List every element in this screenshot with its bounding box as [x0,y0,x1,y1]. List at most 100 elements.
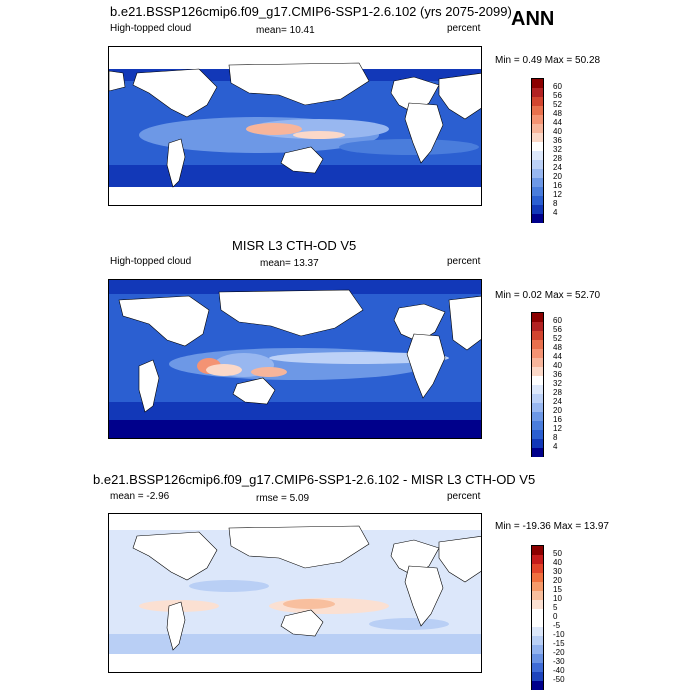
panel1-colorbar-label: 32 [553,145,562,154]
panel2-colorbar-swatch-6 [532,358,543,367]
panel1-colorbar-label: 28 [553,154,562,163]
panel1-colorbar-swatch-4 [532,106,543,115]
panel2-colorbar-swatch-2 [532,322,543,331]
panel1-colorbar-label: 52 [553,100,562,109]
season-label: ANN [511,8,555,30]
panel3-colorbar-label: -5 [553,621,561,630]
panel1-colorbar-swatch-10 [532,160,543,169]
panel2-colorbar-label: 28 [553,388,562,397]
panel1-minmax-label: Min = 0.49 Max = 50.28 [495,55,601,66]
panel1-colorbar-swatch-9 [532,151,543,160]
panel1-colorbar-swatch-16 [532,214,543,223]
panel3-colorbar-label: -40 [553,666,565,675]
panel1-map-svg [109,47,481,205]
panel3-minmax-label: Min = -19.36 Max = 13.97 [495,521,609,532]
panel3-colorbar-swatch-9 [532,618,543,627]
panel2-colorbar-swatch-5 [532,349,543,358]
panel2-colorbar-swatch-8 [532,376,543,385]
panel2-colorbar-label: 32 [553,379,562,388]
panel2-colorbar-label: 52 [553,334,562,343]
panel3-colorbar-swatch-2 [532,555,543,564]
panel2-colorbar-swatch-11 [532,403,543,412]
panel2-colorbar-swatch-7 [532,367,543,376]
panel1-colorbar [531,78,544,223]
panel3-colorbar-label: 40 [553,558,562,567]
panel2-colorbar-swatch-3 [532,331,543,340]
panel2-colorbar-label: 24 [553,397,562,406]
panel3-colorbar [531,545,544,690]
panel2-colorbar-label: 4 [553,442,558,451]
panel2-colorbar-label: 20 [553,406,562,415]
panel2-map-svg [109,280,481,438]
panel1-title: b.e21.BSSP126cmip6.f09_g17.CMIP6-SSP1-2.… [110,4,512,19]
panel3-map [108,513,482,673]
panel3-colorbar-swatch-13 [532,654,543,663]
panel1-colorbar-swatch-3 [532,97,543,106]
panel3-colorbar-swatch-12 [532,645,543,654]
panel3-rmse-label: rmse = 5.09 [256,493,310,504]
panel1-colorbar-label: 60 [553,82,562,91]
panel3-colorbar-swatch-11 [532,636,543,645]
panel1-colorbar-label: 40 [553,127,562,136]
panel3-colorbar-swatch-7 [532,600,543,609]
panel3-colorbar-swatch-4 [532,573,543,582]
panel1-variable-label: High-topped cloud [110,23,192,34]
panel3-colorbar-label: 15 [553,585,562,594]
panel3-colorbar-label: 50 [553,549,562,558]
panel1-map [108,46,482,206]
panel3-colorbar-label: -10 [553,630,565,639]
panel1-colorbar-swatch-12 [532,178,543,187]
panel1-colorbar-swatch-2 [532,88,543,97]
panel2-title: MISR L3 CTH-OD V5 [232,238,357,253]
panel2-colorbar-swatch-15 [532,439,543,448]
panel3-colorbar-swatch-14 [532,663,543,672]
panel2-colorbar-swatch-16 [532,448,543,457]
panel3-colorbar-label: -50 [553,675,565,684]
panel1-colorbar-label: 16 [553,181,562,190]
panel2-colorbar [531,312,544,457]
panel2-colorbar-swatch-10 [532,394,543,403]
panel2-colorbar-label: 12 [553,424,562,433]
panel3-colorbar-swatch-15 [532,672,543,681]
panel1-colorbar-swatch-15 [532,205,543,214]
panel3-colorbar-label: -20 [553,648,565,657]
panel1-colorbar-label: 4 [553,208,558,217]
panel1-colorbar-swatch-6 [532,124,543,133]
panel2-colorbar-label: 16 [553,415,562,424]
panel2-colorbar-label: 48 [553,343,562,352]
panel2-colorbar-swatch-4 [532,340,543,349]
panel3-colorbar-swatch-16 [532,681,543,690]
panel1-colorbar-label: 56 [553,91,562,100]
panel2-colorbar-label: 60 [553,316,562,325]
panel1-colorbar-label: 20 [553,172,562,181]
panel1-mean-label: mean= 10.41 [256,25,315,36]
panel2-colorbar-label: 40 [553,361,562,370]
panel2-map [108,279,482,439]
panel3-colorbar-swatch-8 [532,609,543,618]
panel3-mean-label: mean = -2.96 [110,491,170,502]
panel3-colorbar-label: 5 [553,603,558,612]
panel3-colorbar-swatch-1 [532,546,543,555]
panel1-colorbar-swatch-8 [532,142,543,151]
panel2-colorbar-label: 36 [553,370,562,379]
panel1-units-label: percent [447,23,481,34]
panel3-colorbar-label: 10 [553,594,562,603]
panel2-units-label: percent [447,256,481,267]
panel1-colorbar-swatch-7 [532,133,543,142]
panel2-colorbar-swatch-13 [532,421,543,430]
panel1-colorbar-swatch-5 [532,115,543,124]
panel3-colorbar-swatch-5 [532,582,543,591]
panel1-colorbar-label: 24 [553,163,562,172]
panel2-variable-label: High-topped cloud [110,256,192,267]
panel2-colorbar-label: 44 [553,352,562,361]
panel1-colorbar-label: 12 [553,190,562,199]
panel3-colorbar-label: 0 [553,612,558,621]
panel1-colorbar-label: 36 [553,136,562,145]
panel2-colorbar-label: 8 [553,433,558,442]
panel2-colorbar-swatch-1 [532,313,543,322]
panel3-colorbar-label: 20 [553,576,562,585]
panel2-colorbar-swatch-12 [532,412,543,421]
panel3-colorbar-label: 30 [553,567,562,576]
panel3-colorbar-label: -30 [553,657,565,666]
panel1-colorbar-swatch-11 [532,169,543,178]
